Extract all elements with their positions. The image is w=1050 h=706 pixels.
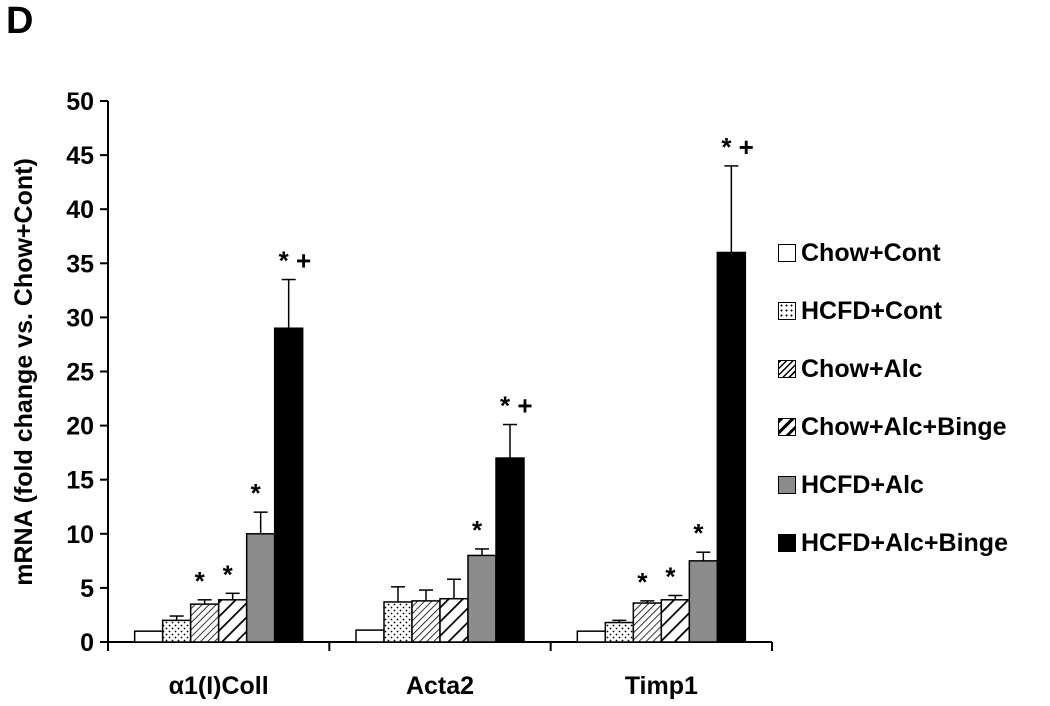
y-tick-label: 50: [66, 88, 94, 116]
significance-mark: * +: [279, 246, 312, 276]
y-tick-label: 10: [66, 521, 94, 549]
bar: [383, 601, 413, 643]
x-tick-label: Timp1: [625, 672, 698, 700]
significance-mark: *: [251, 478, 262, 508]
significance-mark: *: [472, 515, 483, 545]
legend-swatch: [778, 360, 796, 378]
legend-swatch: [778, 534, 796, 552]
chart-bars: * * * * * * * * + * + * +: [133, 132, 754, 643]
bar: [467, 554, 497, 643]
y-axis-label: mRNA (fold change vs. Chow+Cont): [10, 158, 38, 586]
bar: [245, 533, 276, 643]
bar: [133, 630, 164, 643]
significance-mark: *: [223, 559, 234, 589]
legend-swatch: [778, 476, 796, 494]
y-tick-label: 20: [66, 413, 94, 441]
legend-label: HCFD+Cont: [801, 297, 942, 325]
y-tick-label: 45: [66, 142, 94, 170]
bar: [660, 599, 691, 643]
legend-label: HCFD+Alc+Binge: [801, 529, 1008, 557]
x-tick-label: α1(I)Coll: [169, 672, 269, 700]
y-tick-label: 40: [66, 196, 94, 224]
legend-swatch: [778, 302, 796, 320]
bar: [161, 619, 192, 643]
significance-mark: *: [665, 561, 676, 591]
x-tick-label: Acta2: [406, 672, 474, 700]
y-tick-label: 0: [80, 629, 94, 657]
bar: [716, 251, 747, 643]
legend-label: Chow+Alc: [801, 355, 923, 383]
bar: [688, 560, 719, 643]
significance-mark: *: [637, 567, 648, 597]
bar: [273, 327, 304, 643]
bar: [355, 629, 385, 643]
bar: [604, 621, 635, 643]
y-tick-label: 15: [66, 467, 94, 495]
bar: [189, 603, 220, 643]
legend-label: Chow+Cont: [801, 239, 941, 267]
y-tick-label: 30: [66, 304, 94, 332]
legend-swatch: [778, 244, 796, 262]
significance-mark: * +: [500, 391, 533, 421]
significance-mark: *: [195, 566, 206, 596]
bar: [576, 630, 607, 643]
legend-swatch: [778, 418, 796, 436]
bar: [439, 597, 469, 643]
significance-mark: *: [693, 518, 704, 548]
bar: [632, 602, 663, 643]
bar: [495, 457, 525, 643]
legend-label: Chow+Alc+Binge: [801, 413, 1007, 441]
legend-label: HCFD+Alc: [801, 471, 924, 499]
y-tick-label: 35: [66, 250, 94, 278]
bar: [217, 599, 248, 643]
y-tick-label: 25: [66, 359, 94, 387]
y-tick-label: 5: [80, 575, 94, 603]
bar: [411, 600, 441, 643]
significance-mark: * +: [721, 132, 754, 162]
panel-label: D: [6, 0, 34, 42]
